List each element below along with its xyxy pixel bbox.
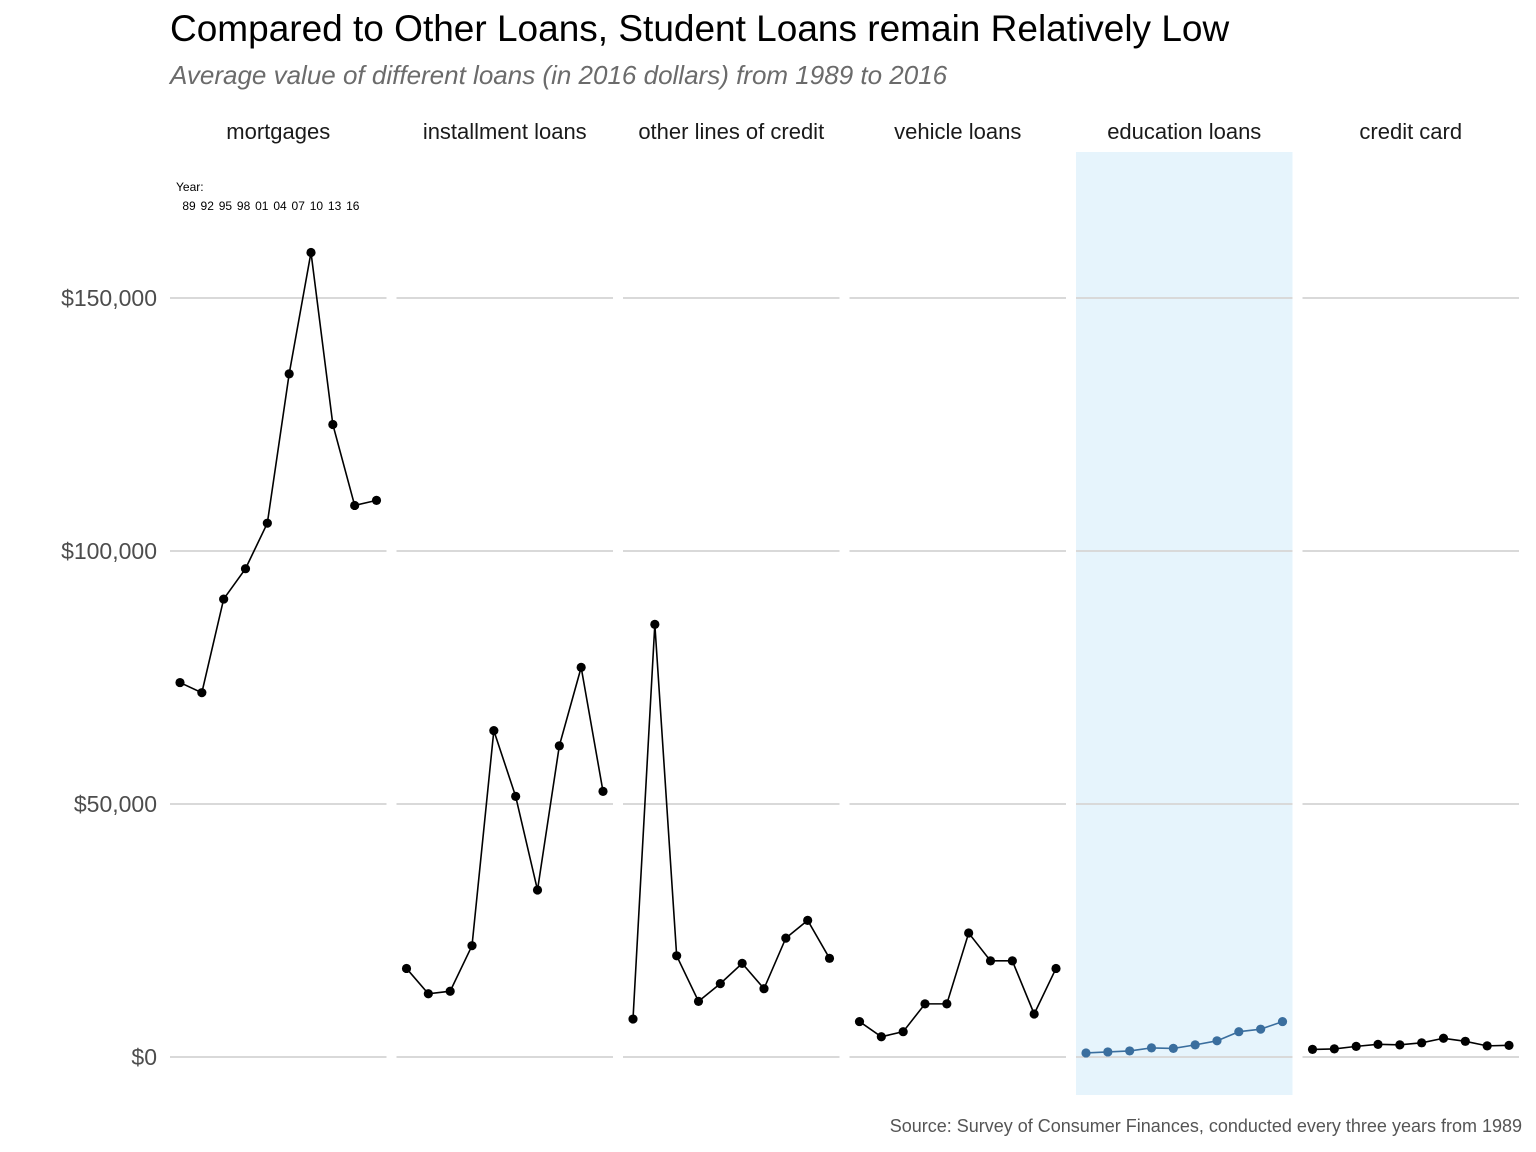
data-point <box>824 953 835 963</box>
data-point <box>1329 1044 1339 1054</box>
data-point <box>1307 1044 1318 1055</box>
data-point <box>1438 1033 1449 1043</box>
y-tick-label: $100,000 <box>61 538 157 564</box>
data-point <box>715 979 725 989</box>
series-line-4 <box>1085 1020 1283 1054</box>
data-point <box>1256 1024 1266 1034</box>
data-point <box>1212 1036 1222 1046</box>
data-point <box>1125 1046 1135 1056</box>
data-point <box>350 500 360 511</box>
data-point <box>672 951 682 961</box>
year-annotation-tick: 98 <box>237 199 251 213</box>
data-point <box>532 885 543 895</box>
data-point <box>598 786 608 796</box>
series-line-0 <box>179 252 377 694</box>
year-annotation-tick: 89 <box>182 199 196 213</box>
series-line-1 <box>405 667 604 995</box>
data-point <box>197 688 207 698</box>
data-point <box>240 564 251 574</box>
facet-strips: mortgages installment loans other lines of… <box>226 119 1462 144</box>
data-point <box>511 791 521 802</box>
data-point <box>1103 1047 1113 1057</box>
data-point <box>401 963 412 974</box>
data-point <box>876 1032 886 1042</box>
year-annotation-tick: 13 <box>328 199 342 213</box>
series-line-2 <box>632 624 831 1020</box>
year-annotation-tick: 04 <box>273 199 287 213</box>
data-point <box>693 996 704 1006</box>
data-point <box>284 369 294 379</box>
data-point <box>1190 1040 1200 1050</box>
facet-label-0: mortgages <box>226 119 330 144</box>
data-point <box>1351 1041 1361 1051</box>
data-point <box>219 594 229 604</box>
data-point <box>1081 1048 1091 1058</box>
data-point <box>1007 956 1017 966</box>
data-point <box>1373 1039 1383 1049</box>
data-point <box>759 984 769 994</box>
data-point <box>964 928 974 938</box>
data-point <box>328 419 338 430</box>
data-point <box>306 247 316 258</box>
year-annotation-tick: 95 <box>219 199 233 213</box>
y-tick-label: $50,000 <box>74 791 157 817</box>
year-annotation-tick: 10 <box>310 199 324 213</box>
highlight-panel-background <box>1076 152 1293 1095</box>
data-point <box>920 999 930 1009</box>
data-point <box>737 958 747 968</box>
year-annotation: Year: 89 92 95 98 01 04 07 10 13 16 <box>176 180 360 213</box>
facet-label-1: installment loans <box>423 119 587 144</box>
data-point <box>898 1027 908 1037</box>
data-point <box>942 999 952 1009</box>
chart-subtitle: Average value of different loans (in 201… <box>170 60 948 90</box>
data-point <box>371 495 382 505</box>
data-point <box>1504 1040 1514 1050</box>
data-point <box>489 726 499 736</box>
data-point <box>1051 963 1061 974</box>
y-tick-label: $0 <box>131 1044 157 1070</box>
data-point <box>467 941 477 951</box>
y-axis: $0 $50,000 $100,000 $150,000 <box>61 285 157 1070</box>
data-point <box>781 933 791 943</box>
data-point <box>554 741 564 751</box>
data-point <box>985 956 996 966</box>
source-caption: Source: Survey of Consumer Finances, con… <box>889 1116 1522 1136</box>
data-point <box>423 989 433 999</box>
data-point <box>1234 1027 1244 1037</box>
y-tick-label: $150,000 <box>61 285 157 311</box>
data-point <box>1168 1043 1178 1053</box>
data-point <box>1146 1043 1157 1053</box>
data-point <box>854 1016 865 1027</box>
series-layer <box>175 247 1514 1058</box>
data-point <box>1395 1040 1405 1050</box>
year-annotation-tick: 92 <box>201 199 215 213</box>
year-annotation-tick: 07 <box>292 199 306 213</box>
data-point <box>650 619 660 629</box>
facet-label-5: credit card <box>1359 119 1462 144</box>
data-point <box>445 986 455 996</box>
data-point <box>576 662 586 672</box>
data-point <box>1460 1036 1470 1046</box>
data-point <box>628 1014 638 1024</box>
year-annotation-tick: 01 <box>255 199 269 213</box>
grid-layer <box>170 297 1519 1058</box>
series-line-3 <box>859 931 1057 1038</box>
series-line-5 <box>1312 1037 1510 1051</box>
data-point <box>1029 1009 1039 1019</box>
facet-label-2: other lines of credit <box>638 119 824 144</box>
data-point <box>175 677 185 688</box>
data-point <box>1482 1041 1492 1051</box>
highlight-layer <box>1076 152 1293 1095</box>
year-annotation-tick: 16 <box>346 199 360 213</box>
facet-label-3: vehicle loans <box>894 119 1021 144</box>
data-point <box>1277 1016 1288 1027</box>
facet-label-4: education loans <box>1107 119 1261 144</box>
year-annotation-label: Year: <box>176 180 204 194</box>
data-point <box>262 518 272 528</box>
chart-title: Compared to Other Loans, Student Loans r… <box>170 8 1230 49</box>
data-point <box>1417 1038 1427 1048</box>
data-point <box>803 915 813 925</box>
